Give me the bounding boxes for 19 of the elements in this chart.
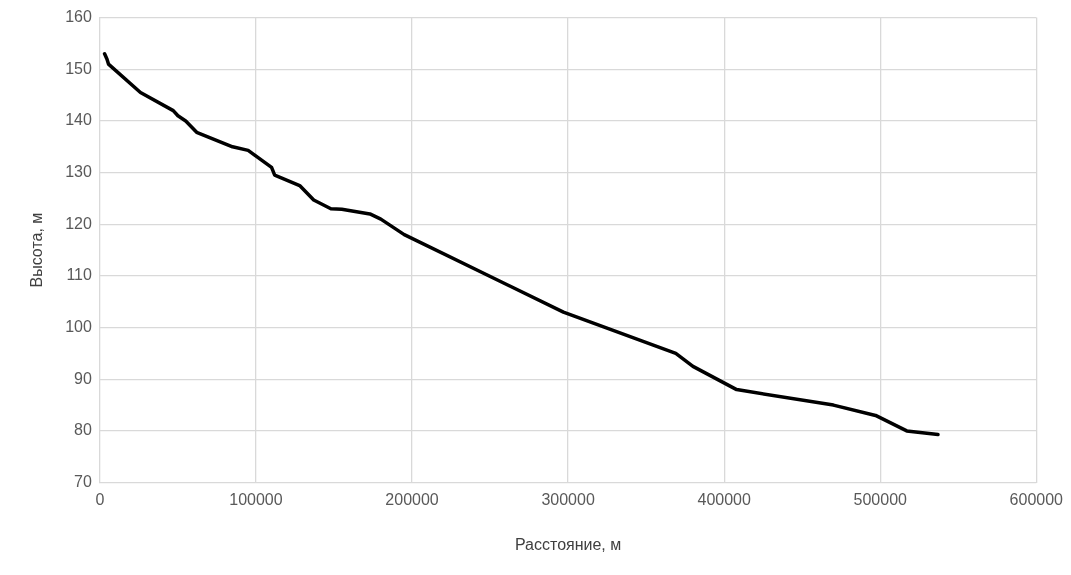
x-tick-label: 300000 — [541, 490, 595, 508]
y-tick-label: 110 — [66, 266, 92, 284]
y-tick-label: 130 — [65, 163, 92, 181]
x-tick-label: 200000 — [385, 490, 439, 508]
y-tick-label: 90 — [74, 369, 92, 387]
y-tick-label: 140 — [65, 111, 92, 129]
x-tick-label: 500000 — [853, 490, 908, 508]
y-tick-label: 120 — [65, 214, 92, 232]
y-axis-title: Высота, м — [28, 212, 46, 288]
y-tick-label: 160 — [65, 8, 92, 26]
x-tick-label: 100000 — [229, 490, 283, 508]
y-tick-label: 150 — [65, 59, 92, 77]
y-tick-label: 70 — [74, 473, 92, 491]
x-tick-label: 400000 — [697, 490, 751, 508]
y-tick-label: 100 — [65, 318, 92, 336]
x-tick-label: 0 — [95, 490, 105, 508]
y-tick-label: 80 — [74, 421, 92, 439]
x-tick-label: 600000 — [1009, 490, 1064, 508]
x-axis-title: Расстояние, м — [514, 535, 622, 553]
